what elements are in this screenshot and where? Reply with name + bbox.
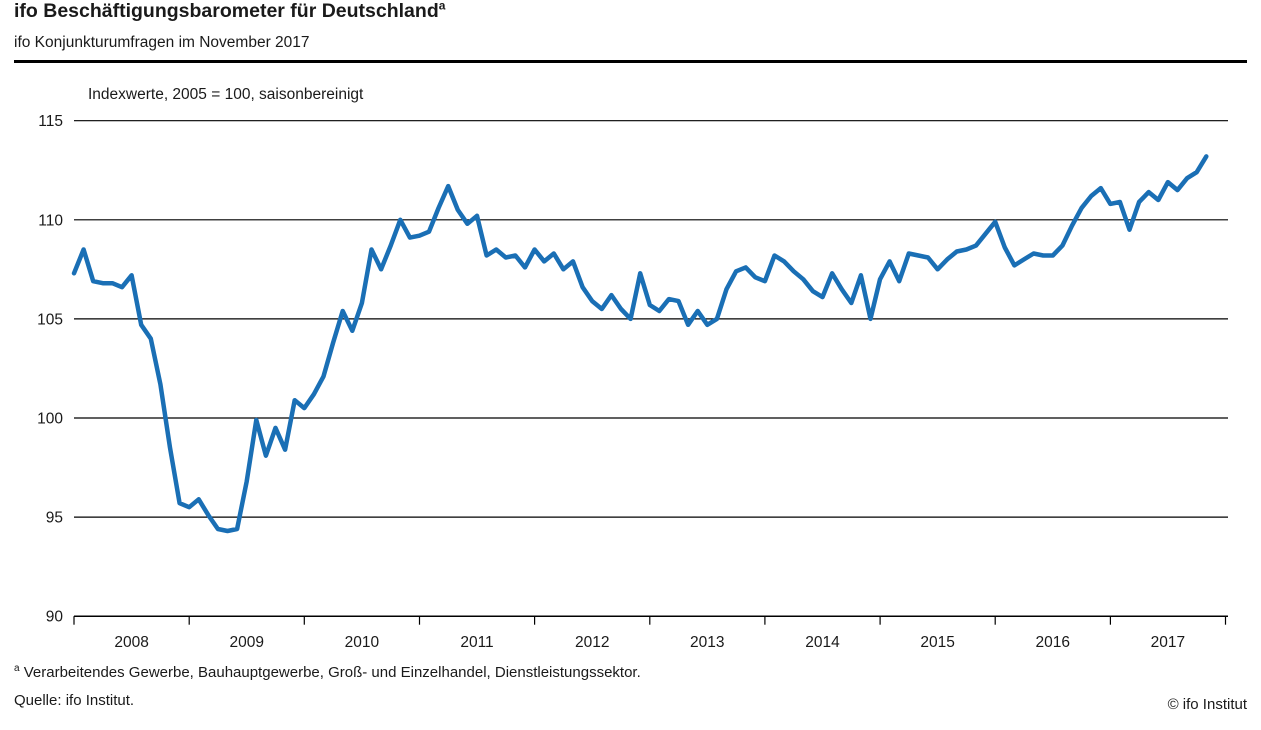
data-line <box>71 154 1209 534</box>
y-tick-label-90: 90 <box>46 609 64 626</box>
chart-note: Indexwerte, 2005 = 100, saisonbereinigt <box>88 86 364 103</box>
chart-footnote: a Verarbeitendes Gewerbe, Bauhauptgewerb… <box>14 663 641 682</box>
x-tick-label-2010: 2010 <box>345 634 380 651</box>
x-tick-label-2015: 2015 <box>920 634 954 651</box>
x-tick-label-2016: 2016 <box>1036 634 1070 651</box>
chart-footnote-text: Verarbeitendes Gewerbe, Bauhauptgewerbe,… <box>19 664 641 681</box>
divider <box>14 60 1247 63</box>
y-tick-label-95: 95 <box>46 510 63 527</box>
page-title-text: ifo Beschäftigungsbarometer für Deutschl… <box>14 0 439 22</box>
copyright-label: © ifo Institut <box>1167 696 1247 713</box>
y-tick-label-110: 110 <box>38 212 63 229</box>
x-tick-label-2017: 2017 <box>1151 634 1185 651</box>
x-tick-label-2014: 2014 <box>805 634 840 651</box>
page-title: ifo Beschäftigungsbarometer für Deutschl… <box>14 0 445 23</box>
y-tick-label-100: 100 <box>37 411 63 428</box>
x-tick-label-2009: 2009 <box>229 634 263 651</box>
footnote-marker-bottom: a <box>14 663 20 674</box>
x-tick-label-2011: 2011 <box>460 634 493 651</box>
line-chart: 90 95 100 105 110 115 2008 2009 2010 2011 2012 2013… <box>37 113 1228 651</box>
x-tick-label-2012: 2012 <box>575 634 609 651</box>
x-tick-label-2013: 2013 <box>690 634 724 651</box>
footnote-marker: a <box>438 0 446 13</box>
source-label: Quelle: ifo Institut. <box>14 692 135 709</box>
x-tick-label-2008: 2008 <box>114 634 148 651</box>
y-tick-label-115: 115 <box>38 113 63 130</box>
y-tick-label-105: 105 <box>37 311 63 328</box>
page-subtitle: ifo Konjunkturumfragen im November 2017 <box>14 34 310 51</box>
